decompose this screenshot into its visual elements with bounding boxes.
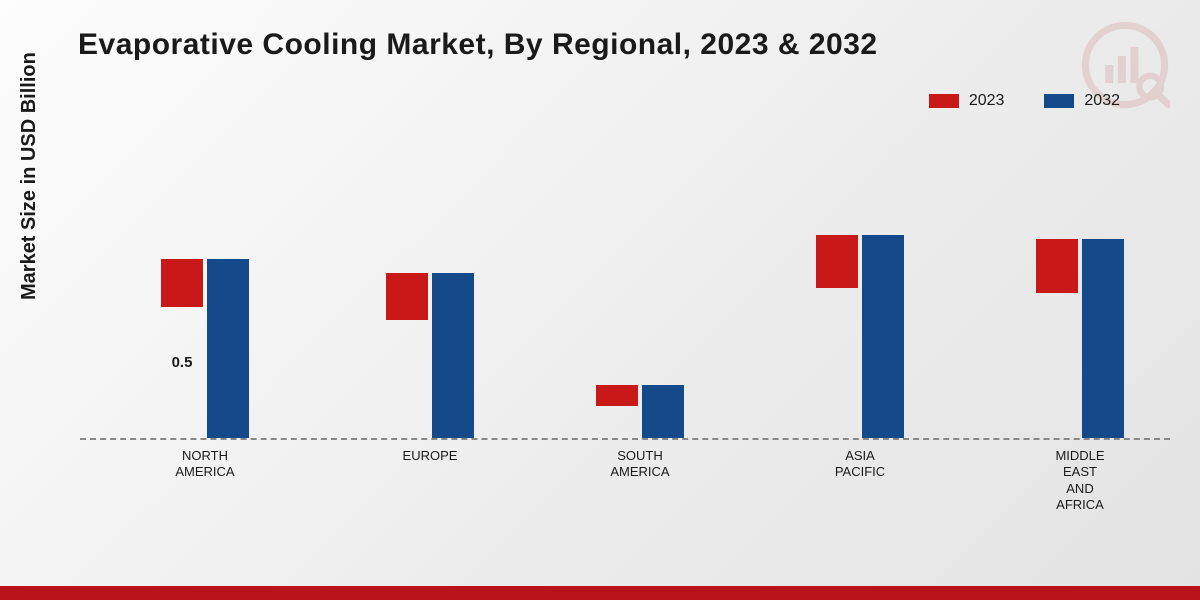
legend-item-2032: 2032	[1044, 92, 1120, 110]
x-axis-label: SOUTH AMERICA	[580, 448, 700, 481]
x-axis-labels: NORTH AMERICA EUROPE SOUTH AMERICA ASIA PAC…	[80, 448, 1170, 528]
bar-2023	[386, 273, 428, 320]
legend-swatch-2023	[929, 94, 959, 108]
bar-2023	[596, 385, 638, 406]
legend: 2023 2032	[929, 92, 1120, 110]
bar-group	[370, 273, 490, 438]
x-axis-label: NORTH AMERICA	[145, 448, 265, 481]
plot-area: 0.5	[80, 130, 1170, 440]
legend-label-2032: 2032	[1084, 92, 1120, 110]
y-axis-ticks	[56, 120, 66, 440]
chart-title: Evaporative Cooling Market, By Regional,…	[78, 28, 878, 62]
bar-2023	[1036, 239, 1078, 292]
bar-2032	[642, 385, 684, 438]
bar-2032	[207, 259, 249, 438]
x-axis-label: ASIA PACIFIC	[800, 448, 920, 481]
legend-label-2023: 2023	[969, 92, 1005, 110]
bar-2032	[432, 273, 474, 438]
bar-2032	[862, 235, 904, 438]
bar-2023	[816, 235, 858, 288]
legend-item-2023: 2023	[929, 92, 1005, 110]
bar-group	[800, 235, 920, 438]
bar-group	[580, 385, 700, 438]
bar-2023	[161, 259, 203, 307]
bar-2032	[1082, 239, 1124, 438]
x-axis-label: EUROPE	[370, 448, 490, 464]
bar-value-label: 0.5	[172, 354, 193, 371]
bar-group	[145, 259, 265, 438]
legend-swatch-2032	[1044, 94, 1074, 108]
y-axis-label: Market Size in USD Billion	[18, 52, 41, 300]
x-axis-label: MIDDLE EAST AND AFRICA	[1020, 448, 1140, 513]
bar-group	[1020, 239, 1140, 438]
footer-accent-bar	[0, 586, 1200, 600]
